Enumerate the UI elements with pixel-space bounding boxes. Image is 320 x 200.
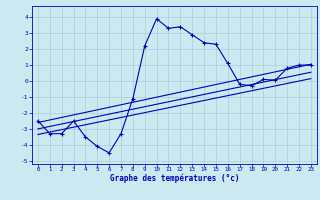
X-axis label: Graphe des températures (°c): Graphe des températures (°c) <box>110 174 239 183</box>
